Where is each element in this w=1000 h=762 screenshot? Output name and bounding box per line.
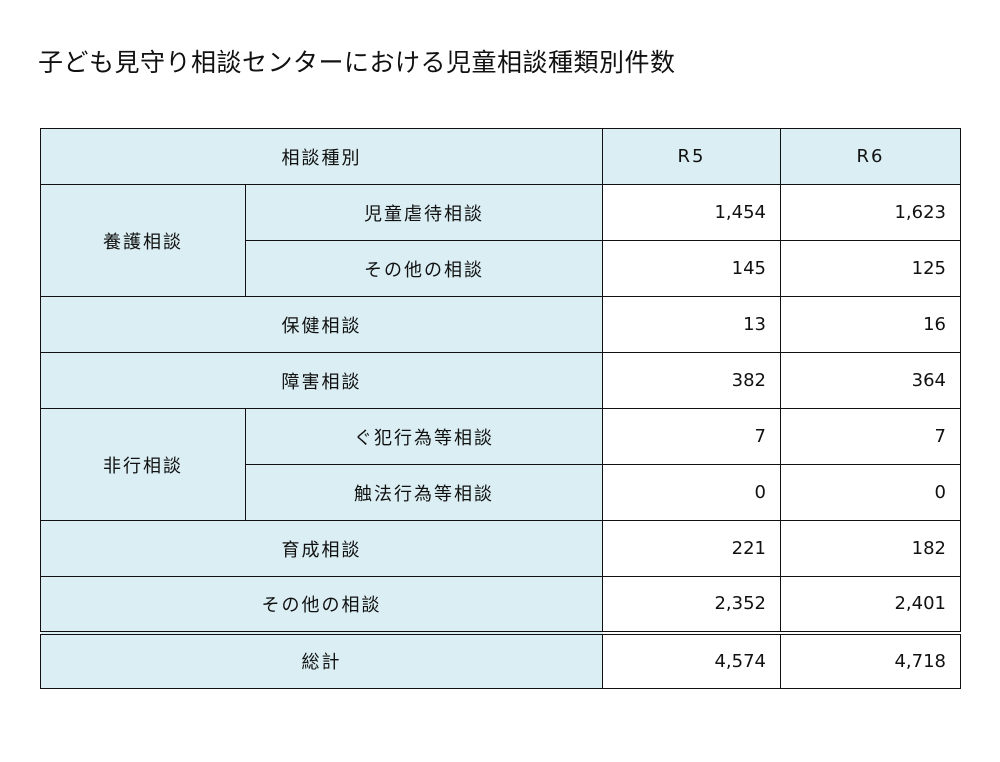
row-label-shokuho: 触法行為等相談 (245, 464, 603, 521)
cell-shogai-r6: 364 (780, 352, 961, 409)
row-label-guhan: ぐ犯行為等相談 (245, 408, 603, 465)
group-label-yogo: 養護相談 (40, 184, 246, 297)
table-row-hoken: 保健相談 13 16 (40, 296, 961, 353)
table-row-shogai: 障害相談 382 364 (40, 352, 961, 409)
cell-shokuho-r6: 0 (780, 464, 961, 521)
row-label-hoken: 保健相談 (40, 296, 603, 353)
table-header-row: 相談種別 R5 R6 (40, 128, 961, 185)
cell-hoken-r5: 13 (602, 296, 781, 353)
cell-total-r6: 4,718 (780, 630, 961, 689)
cell-sonota-r6: 2,401 (780, 576, 961, 633)
cell-guhan-r6: 7 (780, 408, 961, 465)
table-row-guhan: 非行相談 ぐ犯行為等相談 7 7 (40, 408, 961, 521)
cell-shogai-r5: 382 (602, 352, 781, 409)
cell-gyakutai-r5: 1,454 (602, 184, 781, 241)
row-label-ikusei: 育成相談 (40, 520, 603, 577)
header-r5: R5 (602, 128, 781, 185)
header-category: 相談種別 (40, 128, 603, 185)
row-label-shogai: 障害相談 (40, 352, 603, 409)
cell-shokuho-r5: 0 (602, 464, 781, 521)
consultation-table: 相談種別 R5 R6 養護相談 児童虐待相談 1,454 1,623 その他の相… (40, 128, 961, 689)
page-title: 子ども見守り相談センターにおける児童相談種類別件数 (38, 48, 676, 77)
table-row-gyakutai: 養護相談 児童虐待相談 1,454 1,623 (40, 184, 961, 297)
table-row-sonota: その他の相談 2,352 2,401 (40, 576, 961, 633)
table-row-yogo-other: その他の相談 145 125 (41, 240, 961, 297)
header-r6: R6 (780, 128, 961, 185)
row-label-gyakutai: 児童虐待相談 (245, 184, 603, 241)
cell-yogo-other-r6: 125 (780, 240, 961, 297)
row-label-total: 総計 (40, 630, 603, 689)
cell-gyakutai-r6: 1,623 (780, 184, 961, 241)
table-row-shokuho: 触法行為等相談 0 0 (41, 464, 961, 521)
group-label-hiko: 非行相談 (40, 408, 246, 521)
cell-guhan-r5: 7 (602, 408, 781, 465)
cell-sonota-r5: 2,352 (602, 576, 781, 633)
cell-ikusei-r6: 182 (780, 520, 961, 577)
row-label-yogo-other: その他の相談 (245, 240, 603, 297)
cell-hoken-r6: 16 (780, 296, 961, 353)
cell-yogo-other-r5: 145 (602, 240, 781, 297)
table-row-ikusei: 育成相談 221 182 (40, 520, 961, 577)
row-label-sonota: その他の相談 (40, 576, 603, 633)
cell-total-r5: 4,574 (602, 630, 781, 689)
table-row-total: 総計 4,574 4,718 (40, 630, 961, 689)
cell-ikusei-r5: 221 (602, 520, 781, 577)
